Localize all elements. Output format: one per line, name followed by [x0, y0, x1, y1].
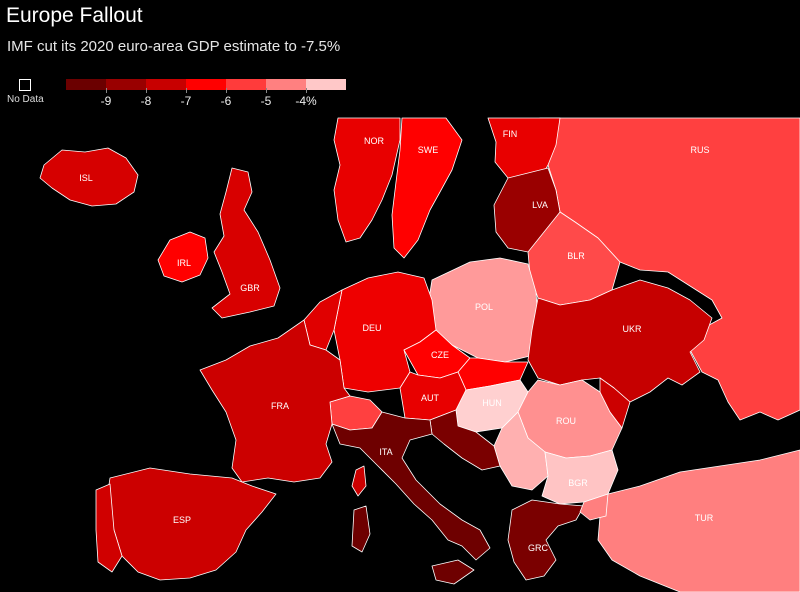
- legend-swatch: [106, 79, 146, 90]
- country-label-irl: IRL: [177, 258, 191, 268]
- legend-tick-mark: [306, 88, 307, 93]
- country-ita-sicily[interactable]: [431, 559, 475, 585]
- chart-subtitle: IMF cut its 2020 euro-area GDP estimate …: [7, 38, 341, 55]
- country-grc[interactable]: [507, 499, 585, 581]
- chart-title: Europe Fallout: [6, 4, 143, 27]
- no-data-swatch: [19, 79, 31, 91]
- country-label-fin: FIN: [503, 129, 518, 139]
- country-ita[interactable]: [331, 411, 491, 561]
- country-mda[interactable]: [599, 377, 631, 429]
- country-label-deu: DEU: [362, 323, 381, 333]
- country-isl[interactable]: [39, 147, 139, 207]
- legend-tick-mark: [186, 88, 187, 93]
- country-label-isl: ISL: [79, 173, 93, 183]
- country-label-ita: ITA: [379, 447, 392, 457]
- country-label-ukr: UKR: [622, 324, 642, 334]
- country-label-cze: CZE: [431, 350, 449, 360]
- country-ukr[interactable]: [527, 279, 713, 403]
- country-label-aut: AUT: [421, 393, 440, 403]
- country-hrv[interactable]: [429, 409, 501, 471]
- country-label-esp: ESP: [173, 515, 191, 525]
- legend-tick-label: -5: [260, 94, 272, 108]
- country-fra-corsica[interactable]: [351, 465, 367, 497]
- country-irl[interactable]: [157, 231, 209, 283]
- country-prt[interactable]: [95, 483, 123, 573]
- legend-swatch: [266, 79, 306, 90]
- country-label-blr: BLR: [567, 251, 585, 261]
- legend-color-scale: [66, 79, 346, 90]
- country-labels: ISL IRL GBR NOR SWE FIN RUS LVA BLR POL UKR DEU CZE A…: [79, 129, 714, 553]
- country-tur-thrace[interactable]: [579, 493, 609, 521]
- country-label-rou: ROU: [556, 416, 576, 426]
- legend-tick-label: -4%: [295, 94, 317, 108]
- legend-swatch: [306, 79, 346, 90]
- country-label-pol: POL: [475, 302, 493, 312]
- country-label-rus: RUS: [690, 145, 709, 155]
- legend-tick-mark: [146, 88, 147, 93]
- legend-tick-label: -6: [220, 94, 232, 108]
- legend-tick-label: -7: [180, 94, 192, 108]
- country-fra[interactable]: [199, 319, 351, 483]
- legend-swatch: [66, 79, 106, 90]
- country-label-gbr: GBR: [240, 283, 260, 293]
- country-label-grc: GRC: [528, 543, 549, 553]
- country-tur[interactable]: [597, 449, 800, 592]
- country-label-bgr: BGR: [568, 478, 588, 488]
- country-label-nor: NOR: [364, 136, 385, 146]
- legend-swatch: [186, 79, 226, 90]
- country-label-lva: LVA: [532, 200, 548, 210]
- country-swe[interactable]: [391, 117, 463, 259]
- legend-tick-mark: [226, 88, 227, 93]
- country-label-tur: TUR: [695, 513, 714, 523]
- no-data-label: No Data: [7, 94, 44, 105]
- legend-swatch: [226, 79, 266, 90]
- country-label-swe: SWE: [418, 145, 439, 155]
- country-label-fra: FRA: [271, 401, 289, 411]
- legend-tick-mark: [266, 88, 267, 93]
- country-label-hun: HUN: [482, 398, 502, 408]
- country-gbr[interactable]: [211, 167, 281, 319]
- country-nor[interactable]: [333, 117, 401, 243]
- legend-tick-label: -8: [140, 94, 152, 108]
- legend-tick-label: -9: [100, 94, 112, 108]
- legend-tick-mark: [106, 88, 107, 93]
- country-ita-sardinia[interactable]: [351, 505, 371, 553]
- legend-swatch: [146, 79, 186, 90]
